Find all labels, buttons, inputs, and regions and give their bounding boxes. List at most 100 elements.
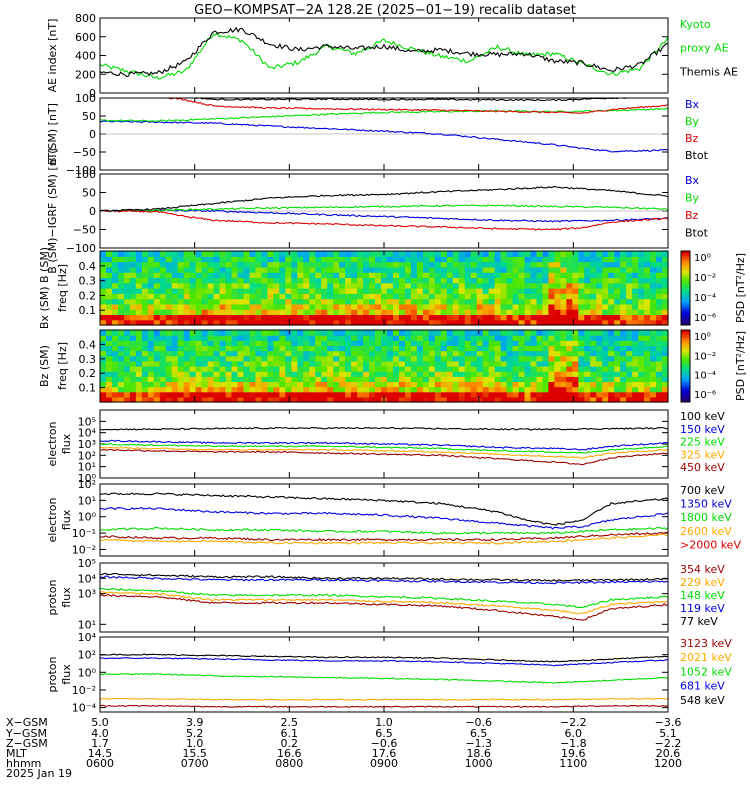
spectrogram-cell <box>105 314 113 321</box>
spectrogram-cell <box>440 340 448 347</box>
y-tick-label: 10⁻² <box>72 543 96 556</box>
spectrogram-cell <box>566 386 573 393</box>
spectrogram-cell <box>506 314 514 321</box>
spectrogram-cell <box>470 319 478 326</box>
spectrogram-cell <box>351 366 358 372</box>
spectrogram-cell <box>602 386 609 393</box>
spectrogram-cell <box>416 366 424 372</box>
spectrogram-cell <box>303 266 310 273</box>
spectrogram-cell <box>267 355 274 362</box>
y-tick-label: 10⁰ <box>78 511 97 524</box>
spectrogram-cell <box>249 314 257 321</box>
spectrogram-cell <box>446 272 454 279</box>
spectrogram-cell <box>183 256 191 263</box>
spectrogram-cell <box>123 350 131 357</box>
spectrogram-cell <box>392 277 400 284</box>
spectrogram-cell <box>291 396 298 403</box>
spectrogram-cell <box>422 272 430 279</box>
spectrogram-cell <box>357 381 364 388</box>
spectrogram-cell <box>422 309 430 316</box>
spectrogram-cell <box>422 266 430 273</box>
spectrogram-cell <box>135 345 143 352</box>
spectrogram-cell <box>249 277 257 284</box>
spectrogram-cell <box>464 314 472 321</box>
spectrogram-cell <box>375 381 382 388</box>
spectrogram-cell <box>530 386 538 393</box>
spectrogram-cell <box>345 345 352 352</box>
spectrogram-cell <box>416 386 424 393</box>
spectrogram-cell <box>123 288 131 294</box>
y-tick-label: −100 <box>66 242 96 255</box>
spectrogram-cell <box>309 314 316 321</box>
spectrogram-cell <box>213 376 221 383</box>
spectrogram-cell <box>243 251 251 257</box>
spectrogram-cell <box>458 272 466 279</box>
spectrogram-cell <box>428 376 436 383</box>
spectrogram-cell <box>177 256 185 263</box>
spectrogram-cell <box>117 391 125 398</box>
spectrogram-cell <box>315 303 322 310</box>
spectrogram-cell <box>201 345 209 352</box>
spectrogram-cell <box>476 309 484 316</box>
spectrogram-cell <box>231 396 239 403</box>
spectrogram-cell <box>375 386 382 393</box>
spectrogram-cell <box>410 303 418 310</box>
spectrogram-cell <box>117 381 125 388</box>
spectrogram-cell <box>279 330 286 336</box>
spectrogram-cell <box>626 340 633 347</box>
spectrogram-cell <box>189 256 197 263</box>
spectrogram-cell <box>440 330 448 336</box>
spectrogram-cell <box>129 251 137 257</box>
spectrogram-cell <box>243 386 251 393</box>
spectrogram-cell <box>446 340 454 347</box>
spectrogram-cell <box>291 391 298 398</box>
spectrogram-cell <box>291 376 298 383</box>
spectrogram-cell <box>482 282 490 289</box>
spectrogram-cell <box>285 251 292 257</box>
spectrogram-cell <box>147 391 155 398</box>
spectrogram-cell <box>141 371 149 377</box>
spectrogram-cell <box>327 345 334 352</box>
spectrogram-cell <box>327 288 334 294</box>
spectrogram-cell <box>488 261 496 268</box>
spectrogram-cell <box>590 345 597 352</box>
spectrogram-cell <box>207 261 215 268</box>
spectrogram-cell <box>440 282 448 289</box>
spectrogram-cell <box>590 386 597 393</box>
spectrogram-cell <box>626 272 633 279</box>
spectrogram-cell <box>135 272 143 279</box>
spectrogram-cell <box>375 303 382 310</box>
series-line-by <box>100 204 669 213</box>
y-axis-label-line2: flux <box>60 664 73 685</box>
y-tick-label: 10⁻¹ <box>72 527 96 540</box>
spectrogram-cell <box>117 277 125 284</box>
spectrogram-cell <box>476 303 484 310</box>
ephemeris-value-x: 3.9 <box>186 716 204 729</box>
spectrogram-cell <box>560 396 567 403</box>
spectrogram-cell <box>273 272 280 279</box>
spectrogram-cell <box>572 266 579 273</box>
spectrogram-cell <box>267 319 274 326</box>
spectrogram-cell <box>213 314 221 321</box>
spectrogram-cell <box>632 350 639 357</box>
spectrogram-cell <box>303 261 310 268</box>
spectrogram-cell <box>279 277 286 284</box>
y-tick-label: 10⁴ <box>78 631 97 644</box>
spectrogram-cell <box>279 288 286 294</box>
spectrogram-cell <box>452 251 460 257</box>
spectrogram-cell <box>147 376 155 383</box>
spectrogram-cell <box>327 350 334 357</box>
spectrogram-cell <box>321 345 328 352</box>
spectrogram-cell <box>626 386 633 393</box>
spectrogram-cell <box>201 251 209 257</box>
spectrogram-cell <box>578 391 585 398</box>
colorbar-segment <box>681 312 690 316</box>
spectrogram-cell <box>297 256 304 263</box>
spectrogram-cell <box>141 309 149 316</box>
spectrogram-cell <box>416 376 424 383</box>
spectrogram-cell <box>506 319 514 326</box>
spectrogram-cells <box>100 330 669 403</box>
spectrogram-cell <box>548 319 555 326</box>
spectrogram-cell <box>111 381 119 388</box>
spectrogram-cell <box>153 293 161 300</box>
